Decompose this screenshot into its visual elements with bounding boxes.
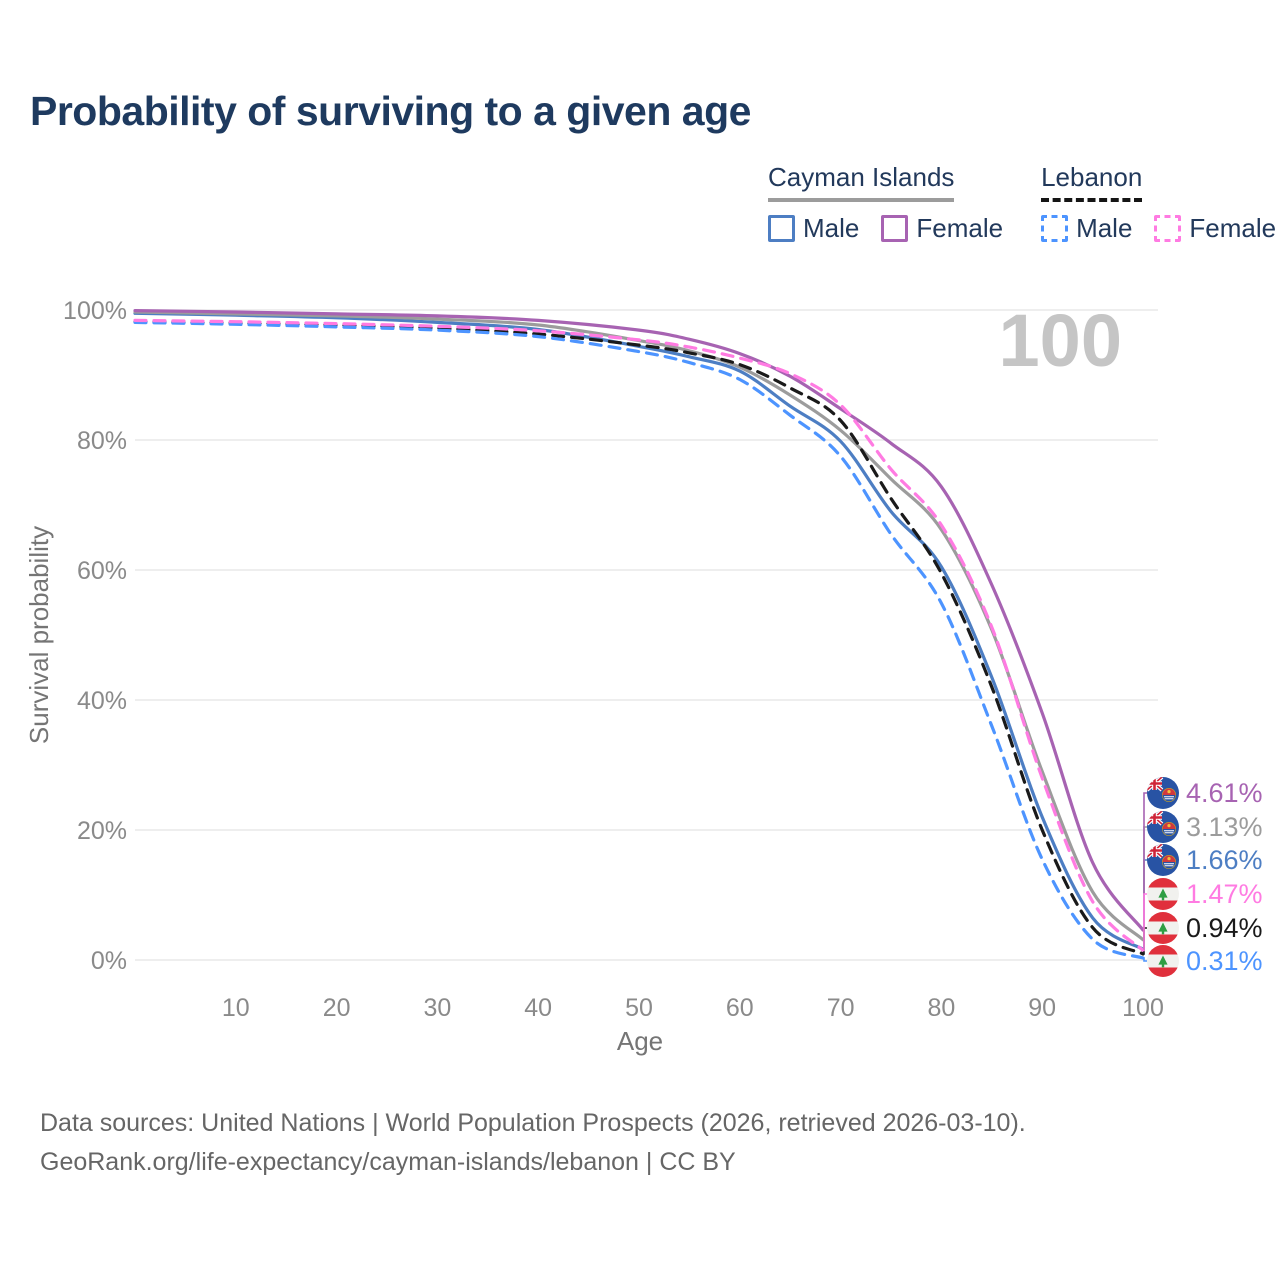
x-tick-label: 30 <box>423 994 451 1022</box>
legend: Cayman Islands Male Female Lebanon Male … <box>768 162 1276 244</box>
end-label-connector <box>1143 957 1147 962</box>
legend-group-title-cayman-islands[interactable]: Cayman Islands <box>768 162 955 202</box>
attribution-text: GeoRank.org/life-expectancy/cayman-islan… <box>40 1148 736 1176</box>
legend-group-cayman-islands: Cayman Islands Male Female <box>768 162 1003 244</box>
series-line-lebanon-female[interactable] <box>133 318 1145 952</box>
page-title: Probability of surviving to a given age <box>30 88 751 134</box>
series-line-lebanon-both-sexes[interactable] <box>133 320 1145 956</box>
series-lines <box>133 309 1145 960</box>
legend-label: Female <box>916 213 1004 243</box>
y-axis-title: Survival probability <box>24 526 54 744</box>
legend-group-lebanon: Lebanon Male Female <box>1041 162 1276 244</box>
x-tick-label: 60 <box>726 994 754 1022</box>
y-tick-label: 0% <box>91 947 127 975</box>
legend-swatch-cayman-male <box>768 215 795 242</box>
x-tick-label: 20 <box>323 994 351 1022</box>
legend-label: Male <box>803 213 860 243</box>
x-tick-label: 70 <box>827 994 855 1022</box>
x-tick-label: 100 <box>1122 994 1164 1022</box>
legend-label: Female <box>1189 213 1277 243</box>
legend-label: Male <box>1076 213 1133 243</box>
legend-item-lebanon-female[interactable]: Female <box>1154 213 1276 244</box>
x-axis-ticks: 10 20 30 40 50 60 70 80 90 100 <box>222 994 1164 1022</box>
legend-item-cayman-female[interactable]: Female <box>881 213 1003 244</box>
legend-item-cayman-male[interactable]: Male <box>768 213 859 244</box>
x-tick-label: 90 <box>1028 994 1056 1022</box>
series-line-cayman-islands-both-sexes[interactable] <box>133 310 1145 942</box>
legend-swatch-lebanon-female <box>1154 215 1182 242</box>
x-tick-label: 80 <box>927 994 955 1022</box>
series-line-lebanon-male[interactable] <box>133 320 1145 960</box>
series-line-cayman-islands-female[interactable] <box>133 309 1145 932</box>
age-counter-watermark: 100 <box>999 299 1122 382</box>
y-tick-label: 40% <box>77 687 127 715</box>
end-label-connectors <box>1143 792 1147 962</box>
gridlines <box>135 309 1158 961</box>
y-tick-label: 60% <box>77 557 127 585</box>
end-label-connector <box>1143 893 1147 952</box>
x-axis-title: Age <box>617 1026 663 1056</box>
y-tick-label: 20% <box>77 817 127 845</box>
footer: Data sources: United Nations | World Pop… <box>40 1104 1026 1182</box>
y-axis-ticks: 0% 20% 40% 60% 80% 100% <box>63 297 127 975</box>
y-tick-label: 100% <box>63 297 127 325</box>
x-tick-label: 50 <box>625 994 653 1022</box>
legend-group-title-lebanon[interactable]: Lebanon <box>1041 162 1143 202</box>
legend-item-lebanon-male[interactable]: Male <box>1041 213 1132 244</box>
x-tick-label: 40 <box>524 994 552 1022</box>
series-line-cayman-islands-male[interactable] <box>133 311 1145 951</box>
legend-swatch-cayman-female <box>881 215 909 242</box>
data-sources-text: Data sources: United Nations | World Pop… <box>40 1109 1026 1137</box>
legend-swatch-lebanon-male <box>1041 215 1069 242</box>
x-tick-label: 10 <box>222 994 250 1022</box>
y-tick-label: 80% <box>77 427 127 455</box>
